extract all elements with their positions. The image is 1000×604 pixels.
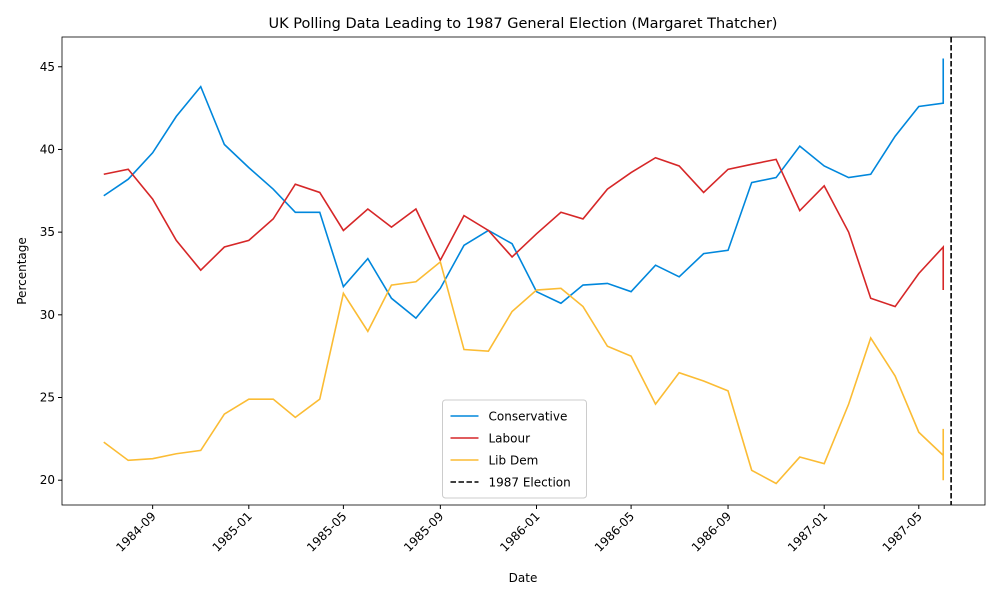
series-line xyxy=(103,156,945,308)
legend-label: Lib Dem xyxy=(489,454,539,468)
series-line xyxy=(103,58,945,320)
y-axis-label: Percentage xyxy=(15,237,29,305)
y-tick-label: 20 xyxy=(40,473,55,487)
x-axis-label: Date xyxy=(509,571,538,585)
plot-frame xyxy=(61,36,986,506)
y-tick-label: 30 xyxy=(40,308,55,322)
legend-label: 1987 Election xyxy=(489,476,571,490)
legend-label: Labour xyxy=(489,432,531,446)
legend: Conservative Labour Lib Dem 1987 Election xyxy=(442,399,587,499)
y-tick-label: 35 xyxy=(40,225,55,239)
y-tick-label: 40 xyxy=(40,142,55,156)
legend-label: Conservative xyxy=(489,410,568,424)
chart-title: UK Polling Data Leading to 1987 General … xyxy=(269,16,778,32)
y-tick-label: 45 xyxy=(40,60,55,74)
y-tick-label: 25 xyxy=(40,391,55,405)
series-line xyxy=(103,260,945,485)
legend-box xyxy=(442,399,587,499)
